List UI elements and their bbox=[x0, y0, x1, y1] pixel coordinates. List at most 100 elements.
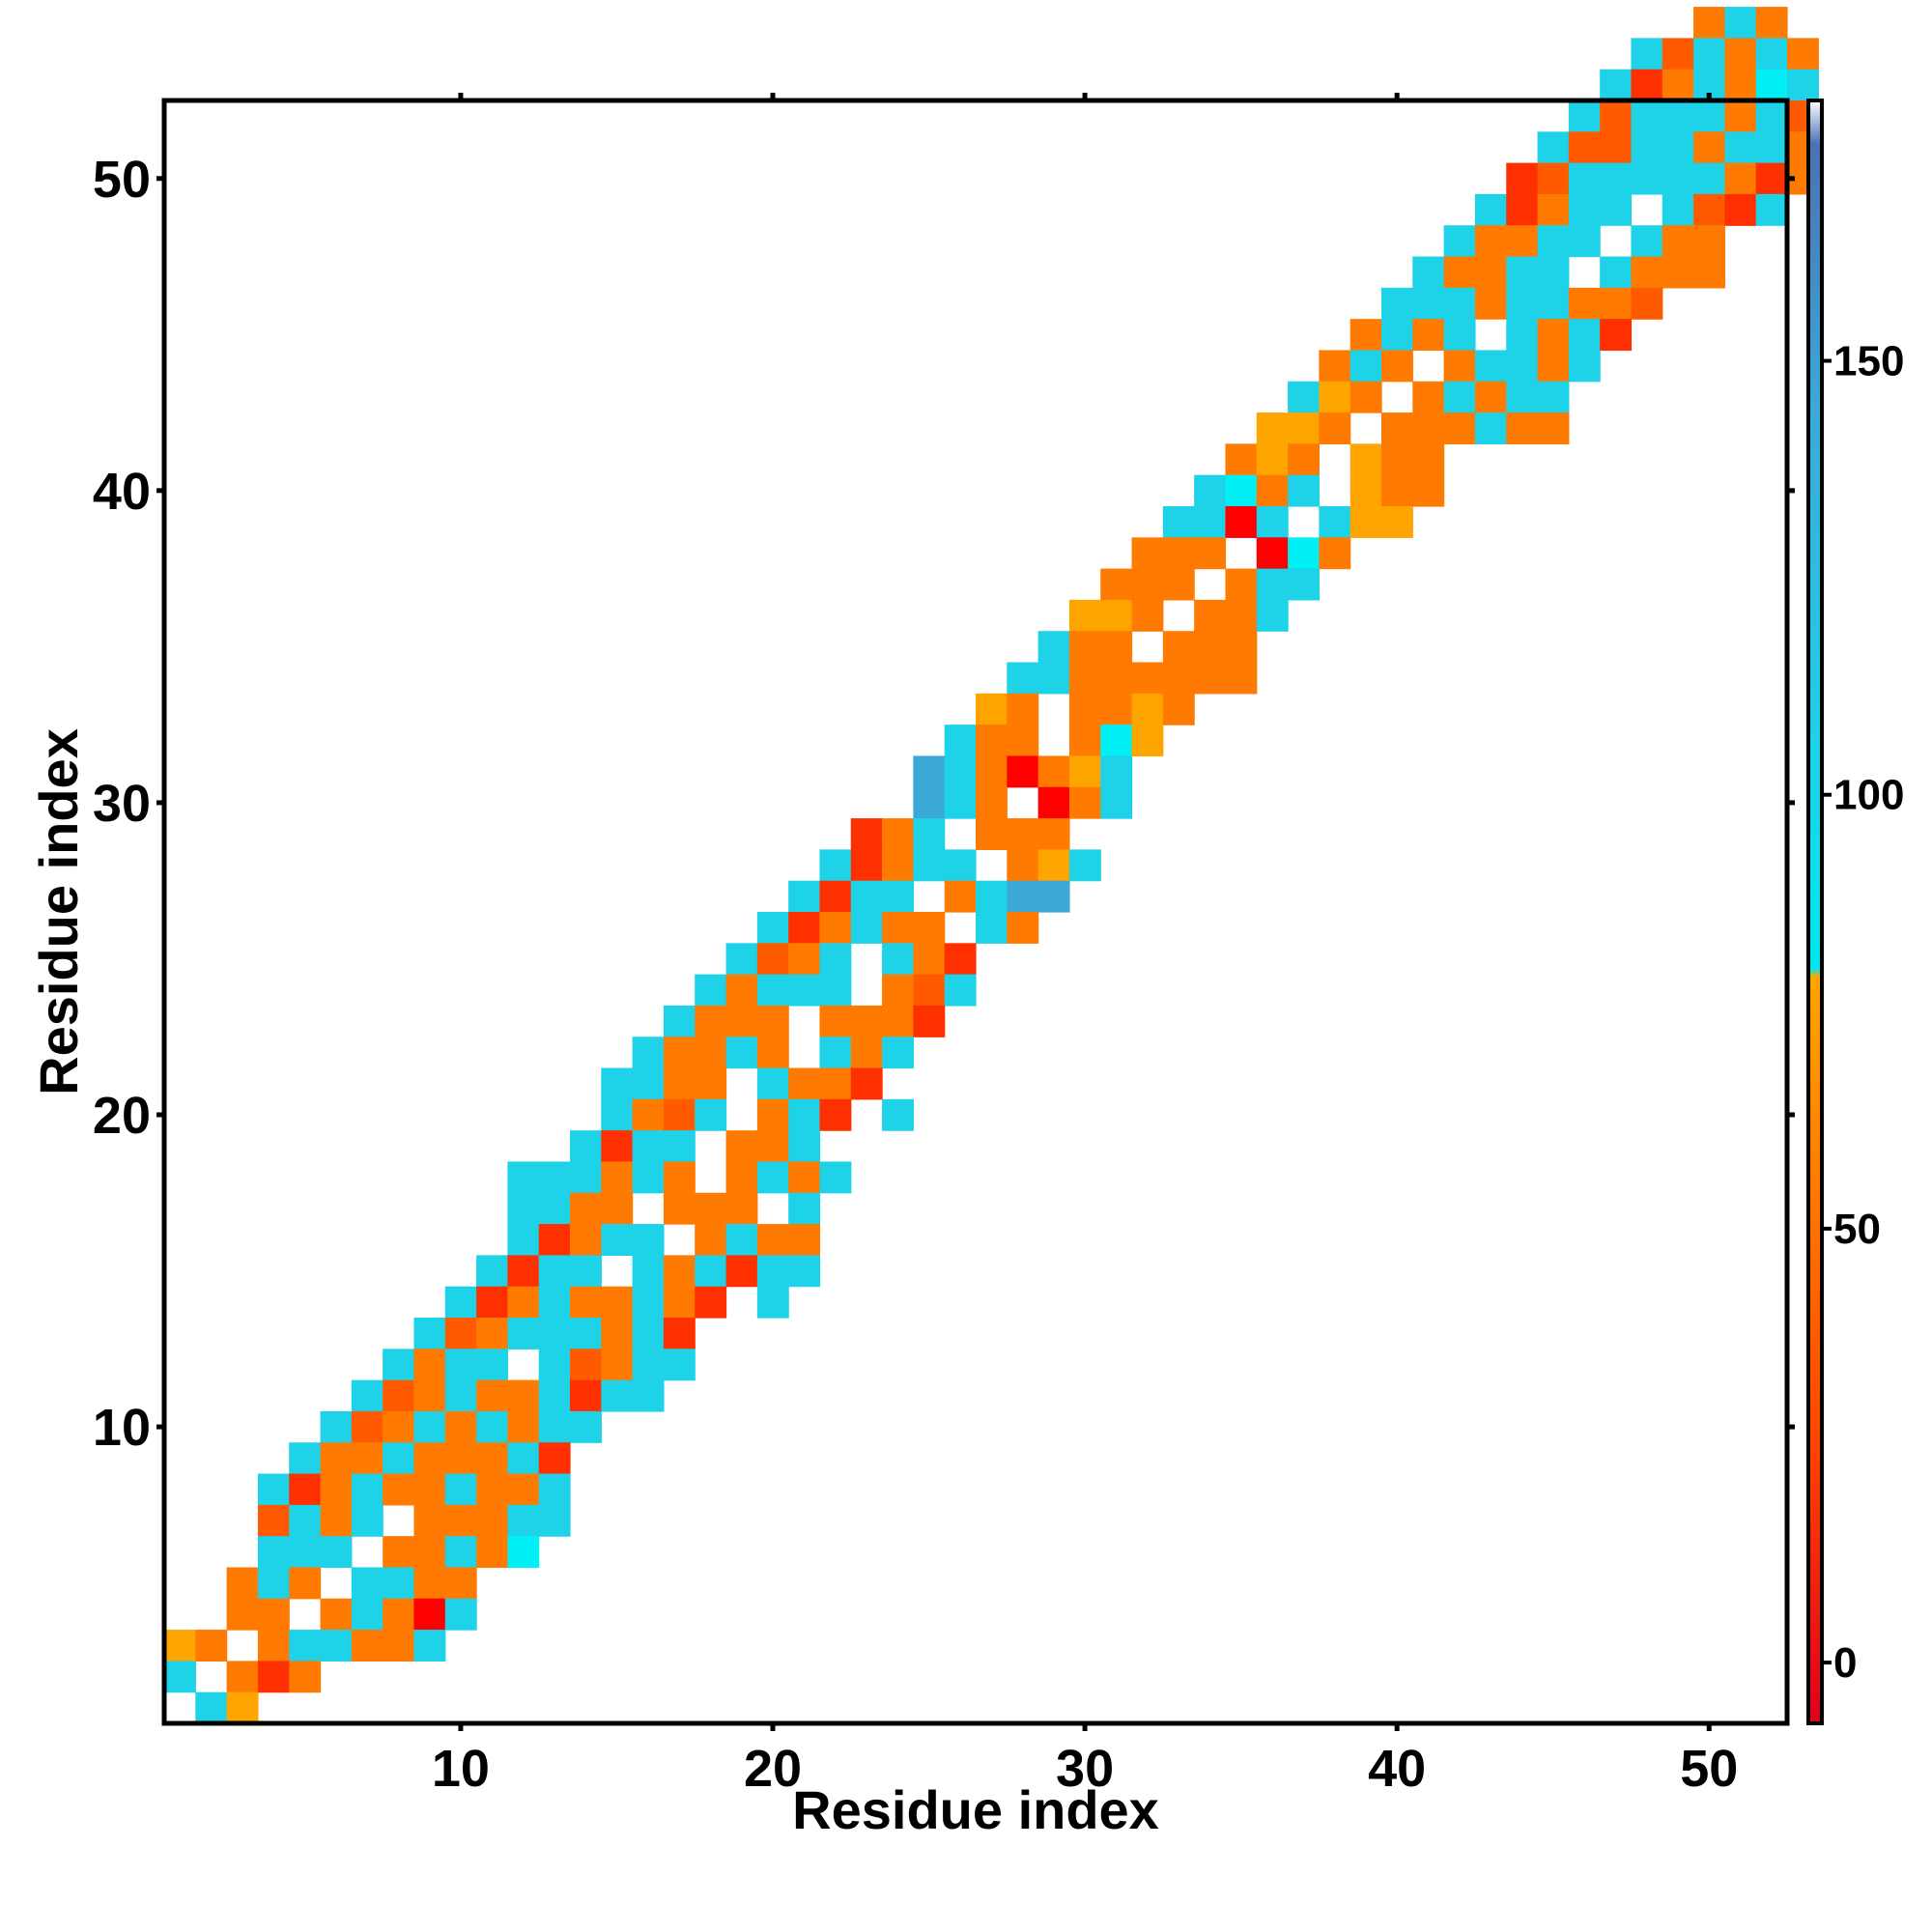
heatmap-cell bbox=[1787, 69, 1819, 101]
heatmap-cell bbox=[383, 1473, 415, 1506]
heatmap-cell bbox=[850, 912, 883, 944]
heatmap-cell bbox=[1662, 162, 1694, 195]
heatmap-cell bbox=[444, 1318, 477, 1350]
heatmap-cell bbox=[289, 1473, 322, 1506]
x-tick-label: 50 bbox=[1680, 1740, 1738, 1798]
heatmap-cell bbox=[164, 1661, 196, 1693]
heatmap-cell bbox=[257, 1630, 290, 1662]
heatmap-cell bbox=[1600, 193, 1633, 226]
heatmap-cell bbox=[383, 1410, 415, 1443]
heatmap-cell bbox=[1662, 38, 1694, 71]
heatmap-cell bbox=[663, 1005, 696, 1037]
heatmap-cell bbox=[976, 755, 1008, 788]
heatmap-cell bbox=[1350, 319, 1382, 352]
heatmap-cell bbox=[570, 1410, 602, 1443]
heatmap-cell bbox=[507, 1255, 540, 1288]
heatmap-cell bbox=[1631, 225, 1663, 258]
heatmap-cell bbox=[1194, 662, 1227, 695]
heatmap-cell bbox=[1412, 412, 1445, 444]
heatmap-cell bbox=[1381, 506, 1413, 538]
heatmap-cell bbox=[1068, 599, 1101, 632]
heatmap-cell bbox=[1412, 287, 1445, 320]
heatmap-cell bbox=[1131, 662, 1164, 695]
heatmap-cell bbox=[1787, 38, 1819, 71]
heatmap-cell bbox=[476, 1473, 508, 1506]
heatmap-cell bbox=[1537, 256, 1570, 289]
heatmap-cell bbox=[1162, 693, 1195, 725]
heatmap-cell bbox=[1007, 662, 1039, 695]
heatmap-cell bbox=[1100, 662, 1133, 695]
heatmap-cell bbox=[1693, 100, 1725, 132]
heatmap-cell bbox=[1381, 319, 1413, 352]
heatmap-cell bbox=[819, 1067, 852, 1100]
heatmap-cell bbox=[1007, 724, 1039, 757]
x-tick-label: 10 bbox=[432, 1740, 490, 1798]
heatmap-cell bbox=[1474, 412, 1507, 444]
heatmap-cell bbox=[1662, 100, 1694, 132]
heatmap-cell bbox=[1600, 100, 1633, 132]
heatmap-cell bbox=[1506, 193, 1539, 226]
heatmap-cells bbox=[164, 7, 1819, 1724]
heatmap-cell bbox=[351, 1473, 384, 1506]
heatmap-cell bbox=[1131, 568, 1164, 601]
heatmap-cell bbox=[476, 1379, 508, 1412]
colorbar-tick-label: 0 bbox=[1833, 1639, 1857, 1687]
x-tick-label: 40 bbox=[1368, 1740, 1426, 1798]
heatmap-cell bbox=[632, 1224, 665, 1256]
heatmap-cell bbox=[788, 943, 821, 976]
heatmap-cell bbox=[1288, 381, 1320, 413]
heatmap-cell bbox=[1568, 319, 1601, 352]
heatmap-cell bbox=[725, 1161, 758, 1194]
heatmap-cell bbox=[507, 1410, 540, 1443]
heatmap-cell bbox=[257, 1598, 290, 1631]
heatmap-cell bbox=[725, 974, 758, 1007]
heatmap-cell bbox=[507, 1442, 540, 1475]
heatmap-cell bbox=[507, 1536, 540, 1569]
heatmap-cell bbox=[538, 1473, 571, 1506]
heatmap-cell bbox=[663, 1255, 696, 1288]
heatmap-cell bbox=[695, 1037, 727, 1069]
heatmap-cell bbox=[695, 1255, 727, 1288]
heatmap-cell bbox=[257, 1536, 290, 1569]
heatmap-cell bbox=[1225, 662, 1258, 695]
heatmap-cell bbox=[1631, 38, 1663, 71]
heatmap-cell bbox=[976, 786, 1008, 819]
heatmap-cell bbox=[1600, 287, 1633, 320]
x-axis-ticks: 10 20 30 40 50 bbox=[432, 93, 1738, 1798]
heatmap-cell bbox=[538, 1255, 571, 1288]
heatmap-cell bbox=[570, 1286, 602, 1319]
heatmap-cell bbox=[538, 1318, 571, 1350]
heatmap-cell bbox=[756, 974, 789, 1007]
heatmap-cell bbox=[1693, 225, 1725, 258]
heatmap-cell bbox=[476, 1255, 508, 1288]
heatmap-cell bbox=[538, 1349, 571, 1381]
heatmap-cell bbox=[1724, 100, 1757, 132]
heatmap-cell bbox=[756, 1005, 789, 1037]
heatmap-cell bbox=[819, 880, 852, 913]
heatmap-cell bbox=[1131, 537, 1164, 570]
heatmap-cell bbox=[882, 1037, 914, 1069]
heatmap-cell bbox=[538, 1224, 571, 1256]
heatmap-cell bbox=[476, 1536, 508, 1569]
heatmap-cell bbox=[976, 818, 1008, 850]
heatmap-cell bbox=[695, 1005, 727, 1037]
heatmap-cell bbox=[413, 1442, 446, 1475]
heatmap-cell bbox=[632, 1067, 665, 1100]
heatmap-cell bbox=[1631, 131, 1663, 164]
heatmap-cell bbox=[1100, 631, 1133, 664]
heatmap-cell bbox=[383, 1349, 415, 1381]
heatmap-cell bbox=[1037, 849, 1070, 882]
heatmap-cell bbox=[819, 912, 852, 944]
heatmap-cell bbox=[320, 1442, 353, 1475]
heatmap-cell bbox=[413, 1473, 446, 1506]
heatmap-cell bbox=[632, 1255, 665, 1288]
heatmap-cell bbox=[882, 974, 914, 1007]
heatmap-cell bbox=[1037, 662, 1070, 695]
heatmap-cell bbox=[819, 849, 852, 882]
heatmap-cell bbox=[1068, 693, 1101, 725]
heatmap-cell bbox=[476, 1410, 508, 1443]
heatmap-cell bbox=[538, 1286, 571, 1319]
heatmap-cell bbox=[944, 849, 977, 882]
heatmap-cell bbox=[695, 1192, 727, 1225]
